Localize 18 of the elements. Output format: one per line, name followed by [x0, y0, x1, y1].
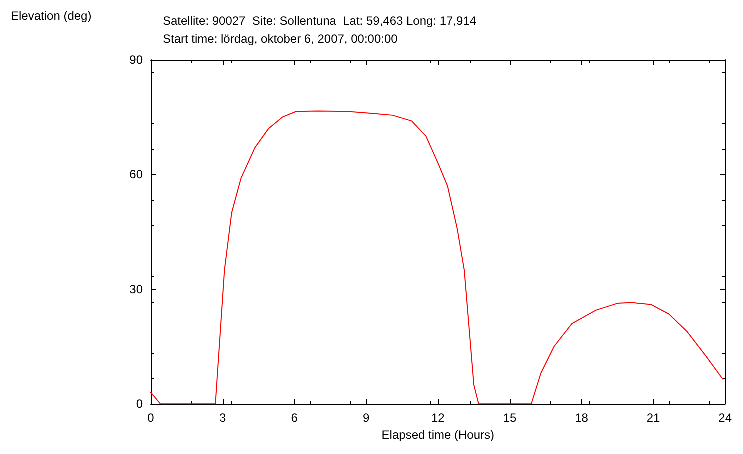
x-axis-title: Elapsed time (Hours): [382, 428, 495, 442]
x-tick-label: 21: [646, 411, 661, 426]
x-tick-label: 9: [363, 411, 370, 426]
y-tick-label: 90: [130, 53, 144, 67]
y-tick-label: 30: [130, 282, 144, 296]
x-tick-label: 3: [219, 411, 226, 426]
x-tick-label: 12: [431, 411, 446, 426]
x-tick-label: 0: [148, 411, 155, 426]
x-tick-label: 6: [291, 411, 298, 426]
y-tick-label: 60: [130, 168, 144, 182]
x-tick-label: 24: [718, 411, 732, 426]
line-series: [150, 110, 724, 405]
chart-title: Satellite: 90027 Site: Sollentuna Lat: 59,463 Long: 17,914: [163, 14, 477, 28]
y-axis-title: Elevation (deg): [11, 9, 92, 23]
y-tick-label: 0: [136, 397, 144, 412]
x-tick-label: 15: [503, 411, 517, 426]
chart-subtitle: Start time: lördag, oktober 6, 2007, 00:00:00: [163, 32, 398, 46]
x-tick-label: 18: [575, 411, 589, 426]
